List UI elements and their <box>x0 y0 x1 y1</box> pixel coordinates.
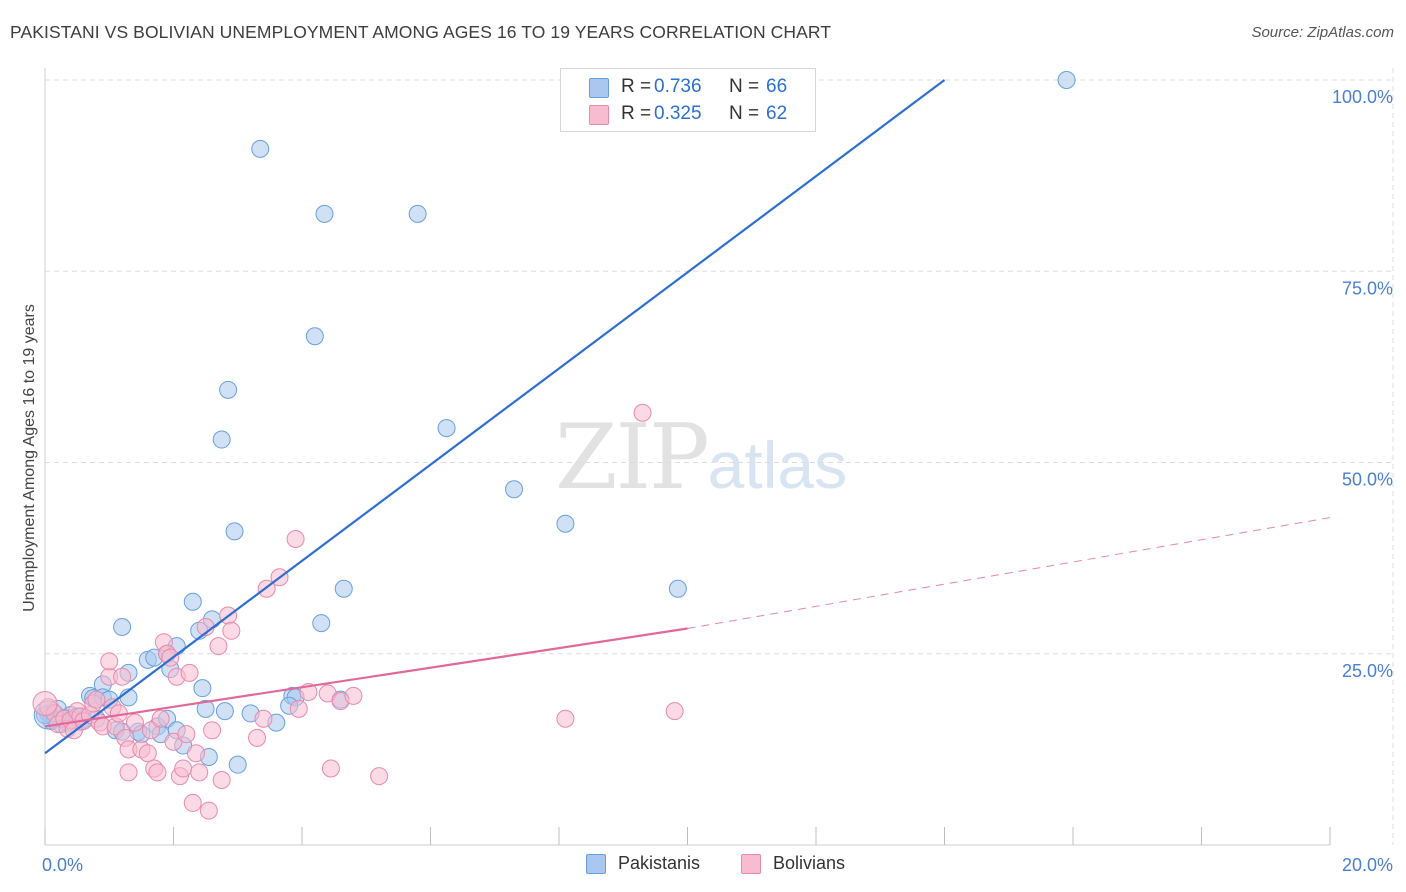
point-pakistanis <box>305 327 324 346</box>
n-value: 62 <box>766 103 788 124</box>
x-tick-label: 0.0% <box>42 855 83 875</box>
pakistanis-legend-swatch <box>586 854 606 874</box>
trend-line-pakistanis <box>44 79 946 755</box>
point-bolivians <box>100 652 119 671</box>
point-pakistanis <box>225 522 244 541</box>
bolivians-legend-swatch <box>741 854 761 874</box>
point-pakistanis <box>408 204 427 223</box>
point-bolivians <box>556 709 575 728</box>
point-bolivians <box>254 709 273 728</box>
pakistanis-swatch <box>589 78 609 98</box>
point-pakistanis <box>193 679 212 698</box>
axes <box>44 68 1331 846</box>
point-pakistanis <box>183 592 202 611</box>
point-bolivians <box>174 759 193 778</box>
series-bolivians <box>32 403 684 820</box>
point-pakistanis <box>212 430 231 449</box>
point-pakistanis <box>315 204 334 223</box>
series-legend: Pakistanis Bolivians <box>0 852 1406 878</box>
point-pakistanis <box>1057 71 1076 89</box>
r-label: R = <box>621 103 652 124</box>
bolivians-swatch <box>589 105 609 125</box>
y-tick-label: 75.0% <box>1342 278 1393 298</box>
point-bolivians <box>138 744 157 763</box>
stats-row-pakistanis: R = 0.736 N = 66 <box>561 73 815 101</box>
point-pakistanis <box>505 480 524 499</box>
y-tick-label: 25.0% <box>1342 661 1393 681</box>
point-bolivians <box>665 702 684 721</box>
legend-label-bolivians: Bolivians <box>773 853 846 873</box>
point-bolivians <box>199 801 218 820</box>
point-bolivians <box>186 744 205 763</box>
trend-lines-dashed <box>687 517 1331 629</box>
r-value: 0.736 <box>654 76 702 97</box>
point-bolivians-cluster <box>32 690 58 716</box>
point-bolivians <box>212 770 231 789</box>
point-bolivians <box>125 713 144 732</box>
point-bolivians <box>113 667 132 686</box>
point-bolivians <box>151 709 170 728</box>
point-pakistanis <box>219 380 238 399</box>
point-pakistanis <box>437 419 456 438</box>
point-bolivians <box>289 699 308 718</box>
point-bolivians <box>190 763 209 782</box>
point-bolivians <box>344 686 363 705</box>
point-pakistanis <box>312 614 331 633</box>
point-pakistanis <box>228 755 247 774</box>
point-bolivians <box>209 637 228 656</box>
y-axis-label: Unemployment Among Ages 16 to 19 years <box>21 304 38 612</box>
grid-lines <box>45 68 1395 845</box>
point-bolivians <box>203 721 222 740</box>
point-bolivians <box>87 690 106 709</box>
stats-row-bolivians: R = 0.325 N = 62 <box>561 100 815 128</box>
y-tick-label: 100.0% <box>1332 87 1393 107</box>
point-pakistanis <box>668 579 687 598</box>
r-value: 0.325 <box>654 103 702 124</box>
n-label: N = <box>729 103 760 124</box>
y-tick-label: 50.0% <box>1342 470 1393 490</box>
point-bolivians <box>180 663 199 682</box>
trend-lines <box>44 79 946 755</box>
x-tick-label: 20.0% <box>1342 855 1393 875</box>
tick-labels: 25.0% 50.0% 75.0% 100.0% 0.0% 20.0% <box>42 87 1393 875</box>
point-bolivians <box>248 728 267 747</box>
point-bolivians <box>183 793 202 812</box>
point-pakistanis <box>334 579 353 598</box>
chart-title: PAKISTANI VS BOLIVIAN UNEMPLOYMENT AMONG… <box>10 22 832 42</box>
point-bolivians <box>119 763 138 782</box>
point-bolivians <box>148 763 167 782</box>
point-bolivians <box>177 725 196 744</box>
point-pakistanis <box>196 699 215 718</box>
trend-line-bolivians <box>44 627 688 728</box>
point-bolivians <box>370 767 389 786</box>
legend-label-pakistanis: Pakistanis <box>618 853 701 873</box>
n-value: 66 <box>766 76 788 97</box>
point-bolivians <box>286 530 305 548</box>
point-pakistanis <box>113 617 132 636</box>
point-bolivians <box>633 403 652 422</box>
point-pakistanis <box>215 702 234 721</box>
point-bolivians <box>321 759 340 778</box>
point-bolivians <box>222 621 241 640</box>
point-bolivians <box>142 721 161 740</box>
stats-legend: R = 0.736 N = 66 R = 0.325 N = 62 <box>560 68 816 132</box>
r-label: R = <box>621 76 652 97</box>
point-pakistanis <box>556 514 575 533</box>
point-pakistanis <box>251 139 270 158</box>
source-label: Source: ZipAtlas.com <box>1251 24 1394 41</box>
n-label: N = <box>729 76 760 97</box>
trend-line-bolivians-extension <box>687 517 1331 629</box>
